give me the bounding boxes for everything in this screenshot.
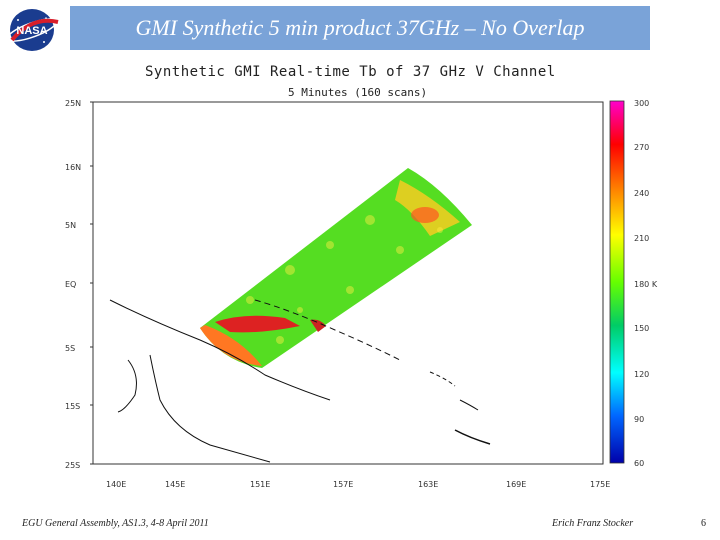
slide-header: NASA GMI Synthetic 5 min product 37GHz –… — [0, 0, 720, 68]
nasa-logo-text: NASA — [16, 25, 47, 37]
figure-subtitle: 5 Minutes (160 scans) — [288, 86, 428, 99]
x-tick: 163E — [418, 480, 438, 489]
colorbar-tick: 150 — [634, 324, 649, 333]
y-axis: 25N 16N 5N EQ 5S 15S 25S — [65, 99, 93, 470]
y-tick: 5S — [65, 344, 75, 353]
figure-title: Synthetic GMI Real-time Tb of 37 GHz V C… — [145, 64, 556, 80]
slide-title: GMI Synthetic 5 min product 37GHz – No O… — [135, 15, 585, 40]
colorbar-tick: 120 — [634, 370, 649, 379]
x-tick: 140E — [106, 480, 126, 489]
y-tick: 16N — [65, 163, 81, 172]
colorbar-tick: 210 — [634, 234, 649, 243]
colorbar-tick: 180 K — [634, 280, 658, 289]
coastlines — [109, 299, 491, 463]
swath-warm-spot — [411, 207, 439, 223]
x-tick: 175E — [590, 480, 610, 489]
y-tick: 25N — [65, 99, 81, 108]
y-tick: 25S — [65, 461, 80, 470]
colorbar-tick: 60 — [634, 459, 644, 468]
nasa-logo: NASA — [6, 6, 64, 54]
swath-hot-band — [215, 315, 300, 333]
swath-land-edge — [200, 325, 262, 366]
page-number: 6 — [701, 518, 706, 529]
x-axis: 140E 145E 151E 157E 163E 169E 175E — [106, 480, 610, 489]
colorbar-tick: 240 — [634, 189, 649, 198]
colorbar-ticks: 300 270 240 210 180 K 150 120 90 60 — [634, 99, 658, 468]
footer-event: EGU General Assembly, AS1.3, 4-8 April 2… — [22, 518, 209, 529]
colorbar — [609, 100, 625, 464]
title-bar: GMI Synthetic 5 min product 37GHz – No O… — [70, 6, 650, 50]
colorbar-tick: 270 — [634, 143, 649, 152]
x-tick: 151E — [250, 480, 270, 489]
x-tick: 145E — [165, 480, 185, 489]
x-tick: 157E — [333, 480, 353, 489]
swath-hot-spot — [310, 319, 326, 332]
swath-speckle — [246, 215, 443, 344]
x-tick: 169E — [506, 480, 526, 489]
colorbar-tick: 90 — [634, 415, 644, 424]
y-tick: EQ — [65, 280, 76, 289]
y-tick: 5N — [65, 221, 76, 230]
footer-author: Erich Franz Stocker — [552, 518, 634, 529]
y-tick: 15S — [65, 402, 80, 411]
colorbar-tick: 300 — [634, 99, 649, 108]
